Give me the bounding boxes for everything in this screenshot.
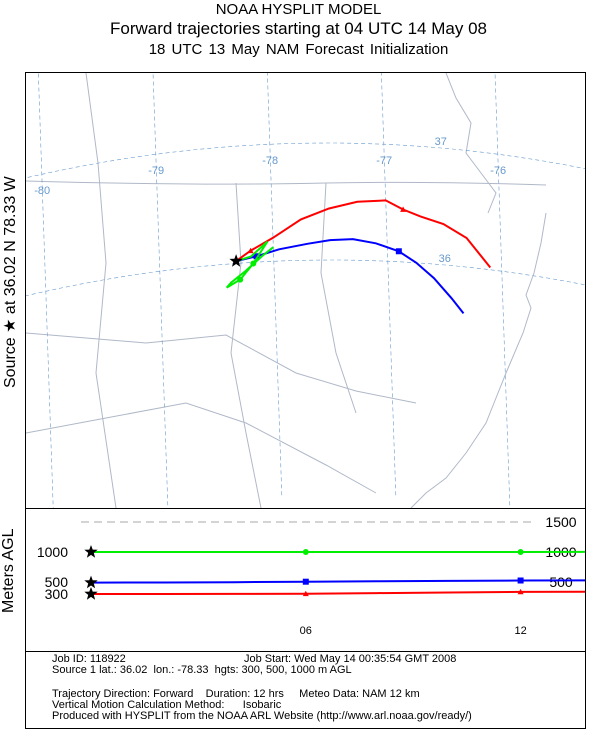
longitude-label: -76 [490,165,506,177]
altitude-left-label: 1000 [37,544,68,560]
title-line-1: NOAA HYSPLIT MODEL [215,1,382,18]
trajectory-1000m-marker [250,260,257,267]
time-tick-label: 12 [514,625,526,637]
trajectory-direction-info: Trajectory Direction: Forward Duration: … [52,688,420,700]
source-info: Source 1 lat.: 36.02 lon.: -78.33 hgts: … [52,664,352,676]
altitude-left-label: 500 [45,574,69,590]
longitude-label: -77 [376,155,392,167]
county-line [230,182,262,508]
lat-lon-grid: -80-79-78-77-76-753736 [26,73,585,508]
longitude-line [38,73,54,508]
source-star-icon [84,587,98,600]
trajectory-300m-marker [247,247,254,254]
vertical-motion-info: Vertical Motion Calculation Method: Isob… [52,699,282,711]
county-line [26,332,417,404]
longitude-line [267,73,283,496]
trajectory-1000m-marker [237,276,244,283]
altitude-marker-300m [302,590,309,597]
latitude-line [26,259,585,297]
altitude-right-label: 1500 [545,514,576,530]
job-start: Job Start: Wed May 14 00:35:54 GMT 2008 [244,653,457,665]
county-line [320,182,357,414]
latitude-label: 36 [439,253,451,265]
altitude-marker-500m [517,577,524,584]
trajectory-300m [235,199,492,269]
source-star-icon [229,254,243,267]
altitude-marker-1000m [517,549,524,555]
map-background [26,73,547,508]
longitude-line [152,73,169,506]
altitude-marker-1000m [302,549,309,555]
trajectory-map: -80-79-78-77-76-753736 [26,73,585,508]
longitude-line [494,73,511,506]
coastline [410,212,547,508]
trajectory-500m-marker [395,248,402,255]
trajectory-map-panel: -80-79-78-77-76-753736 [25,72,586,509]
altitude-left-label: 300 [45,586,69,602]
source-star-icon [84,545,98,558]
chesapeake-shore [445,73,497,214]
trajectory-500m [235,238,465,315]
altitude-marker-300m [517,588,524,595]
longitude-label: -80 [34,185,50,197]
longitude-label: -79 [148,165,164,177]
altitude-line-500m [90,579,597,584]
time-tick-label: 06 [300,625,312,637]
altitude-marker-500m [302,578,309,585]
longitude-line [381,73,397,496]
source-star-icon [84,575,98,589]
trajectory-500m-marker [253,253,260,260]
county-line [85,73,117,508]
job-id: Job ID: 118922 [52,653,126,665]
state-border [26,180,547,186]
produced-with-info: Produced with HYSPLIT from the NOAA ARL … [52,710,472,722]
trajectory-300m-marker [400,206,407,212]
title-line-3: 18 UTC 13 May NAM Forecast Initializatio… [148,41,449,58]
altitude-axis-label: Meters AGL [0,528,17,613]
altitude-line-300m [91,590,597,595]
source-side-label: Source ★ at 36.02 N 78.33 W [2,176,19,388]
title-line-2: Forward trajectories starting at 04 UTC … [110,19,487,38]
altitude-right-label: 500 [549,574,573,590]
longitude-label: -78 [262,155,278,167]
altitude-profile-panel: 1500 1000 500 1000 500 300 06 12 [25,507,597,652]
county-line [26,402,377,494]
latitude-label: 37 [435,136,447,148]
latitude-line [26,142,585,179]
job-info-panel: Job ID: 118922 Job Start: Wed May 14 00:… [25,651,586,729]
trajectory-lines [225,199,492,315]
